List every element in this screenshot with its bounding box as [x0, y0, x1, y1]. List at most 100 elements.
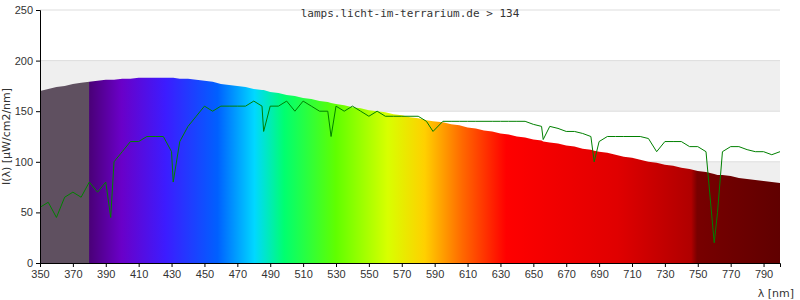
- x-tick: 450: [196, 263, 214, 280]
- x-tick-mark: [599, 263, 600, 267]
- y-axis: 0 50 100 150 200 250: [15, 4, 41, 269]
- x-tick-label: 630: [492, 268, 510, 280]
- y-axis-title: I(λ) [µW/cm2/nm]: [0, 88, 13, 185]
- title: lamps.licht-im-terrarium.de > 134: [301, 7, 520, 20]
- x-tick: 770: [722, 263, 740, 280]
- x-tick: 350: [31, 263, 49, 280]
- background: [40, 10, 780, 263]
- x-tick-label: 370: [64, 268, 82, 280]
- reference-area: [40, 78, 780, 263]
- x-tick-label: 430: [163, 268, 181, 280]
- x-tick-label: 490: [262, 268, 280, 280]
- y-tick-label: 250: [15, 4, 33, 16]
- x-tick-label: 410: [130, 268, 148, 280]
- x-tick-mark: [270, 263, 271, 267]
- x-axis-line: [41, 264, 781, 268]
- x-tick-label: 550: [360, 268, 378, 280]
- x-tick-mark: [139, 263, 140, 267]
- x-tick-mark: [402, 263, 403, 267]
- x-tick-mark: [172, 263, 173, 267]
- x-tick-label: 610: [459, 268, 477, 280]
- x-axis-title: λ [nm]: [758, 287, 794, 300]
- x-tick-mark: [237, 263, 238, 267]
- x-tick-mark: [468, 263, 469, 267]
- x-tick: 610: [459, 263, 477, 280]
- x-tick-mark: [303, 263, 304, 267]
- y-tick: 150: [15, 105, 40, 117]
- x-tick: 670: [558, 263, 576, 280]
- x-tick: 730: [656, 263, 674, 280]
- y-axis-line: [36, 11, 41, 264]
- y-tick: 250: [15, 4, 40, 16]
- x-tick: 750: [689, 263, 707, 280]
- x-tick-mark: [336, 263, 337, 267]
- x-tick: 530: [327, 263, 345, 280]
- x-tick-label: 650: [525, 268, 543, 280]
- x-tick-mark: [731, 263, 732, 267]
- y-tick: 50: [21, 206, 40, 218]
- y-tick-mark: [36, 212, 40, 213]
- x-tick-mark: [665, 263, 666, 267]
- chart: 350 370 390 410 430 450 470 490 510 530 550 570 590 6…: [0, 0, 800, 300]
- x-tick-label: 790: [755, 268, 773, 280]
- x-tick: 690: [590, 263, 608, 280]
- y-tick: 0: [27, 257, 40, 269]
- x-tick-label: 470: [229, 268, 247, 280]
- plot-background: [40, 10, 780, 263]
- x-tick-mark: [106, 263, 107, 267]
- y-tick-label: 0: [27, 257, 33, 269]
- plot-area: [40, 78, 780, 263]
- x-tick: 490: [262, 263, 280, 280]
- x-tick-mark: [533, 263, 534, 267]
- y-tick-mark: [36, 111, 40, 112]
- x-tick: 390: [97, 263, 115, 280]
- x-tick: 710: [623, 263, 641, 280]
- spectrum-line: [40, 101, 780, 243]
- x-tick: 370: [64, 263, 82, 280]
- x-tick: 590: [426, 263, 444, 280]
- x-tick-mark: [435, 263, 436, 267]
- x-tick-mark: [369, 263, 370, 267]
- x-axis: 350 370 390 410 430 450 470 490 510 530 550 570 590 6…: [31, 263, 780, 280]
- y-tick-mark: [36, 162, 40, 163]
- x-tick: 410: [130, 263, 148, 280]
- x-tick: 630: [492, 263, 510, 280]
- x-tick-label: 590: [426, 268, 444, 280]
- x-tick: 570: [393, 263, 411, 280]
- y-tick-label: 200: [15, 55, 33, 67]
- x-tick-mark: [500, 263, 501, 267]
- x-tick-mark: [204, 263, 205, 267]
- grid-line: [40, 60, 780, 61]
- y-tick-mark: [36, 263, 40, 264]
- x-tick-mark: [698, 263, 699, 267]
- x-tick-label: 570: [393, 268, 411, 280]
- x-tick-mark: [764, 263, 765, 267]
- x-tick-mark: [566, 263, 567, 267]
- x-tick-mark: [73, 263, 74, 267]
- y-tick-label: 50: [21, 206, 33, 218]
- y-tick: 100: [15, 156, 40, 168]
- x-tick: 790: [755, 263, 773, 280]
- x-tick-label: 510: [294, 268, 312, 280]
- x-tick-label: 730: [656, 268, 674, 280]
- x-tick: 550: [360, 263, 378, 280]
- x-tick-label: 450: [196, 268, 214, 280]
- x-tick-label: 530: [327, 268, 345, 280]
- y-tick-mark: [36, 61, 40, 62]
- x-tick-label: 710: [623, 268, 641, 280]
- x-tick: 470: [229, 263, 247, 280]
- x-tick: 650: [525, 263, 543, 280]
- x-tick: 430: [163, 263, 181, 280]
- x-tick-label: 390: [97, 268, 115, 280]
- x-tick-label: 350: [31, 268, 49, 280]
- x-tick-label: 690: [590, 268, 608, 280]
- x-tick-label: 770: [722, 268, 740, 280]
- x-tick-label: 670: [558, 268, 576, 280]
- y-tick-label: 100: [15, 156, 33, 168]
- y-tick-label: 150: [15, 105, 33, 117]
- x-tick-mark: [632, 263, 633, 267]
- x-tick-label: 750: [689, 268, 707, 280]
- y-tick: 200: [15, 55, 40, 67]
- y-tick-mark: [36, 10, 40, 11]
- x-tick: 510: [294, 263, 312, 280]
